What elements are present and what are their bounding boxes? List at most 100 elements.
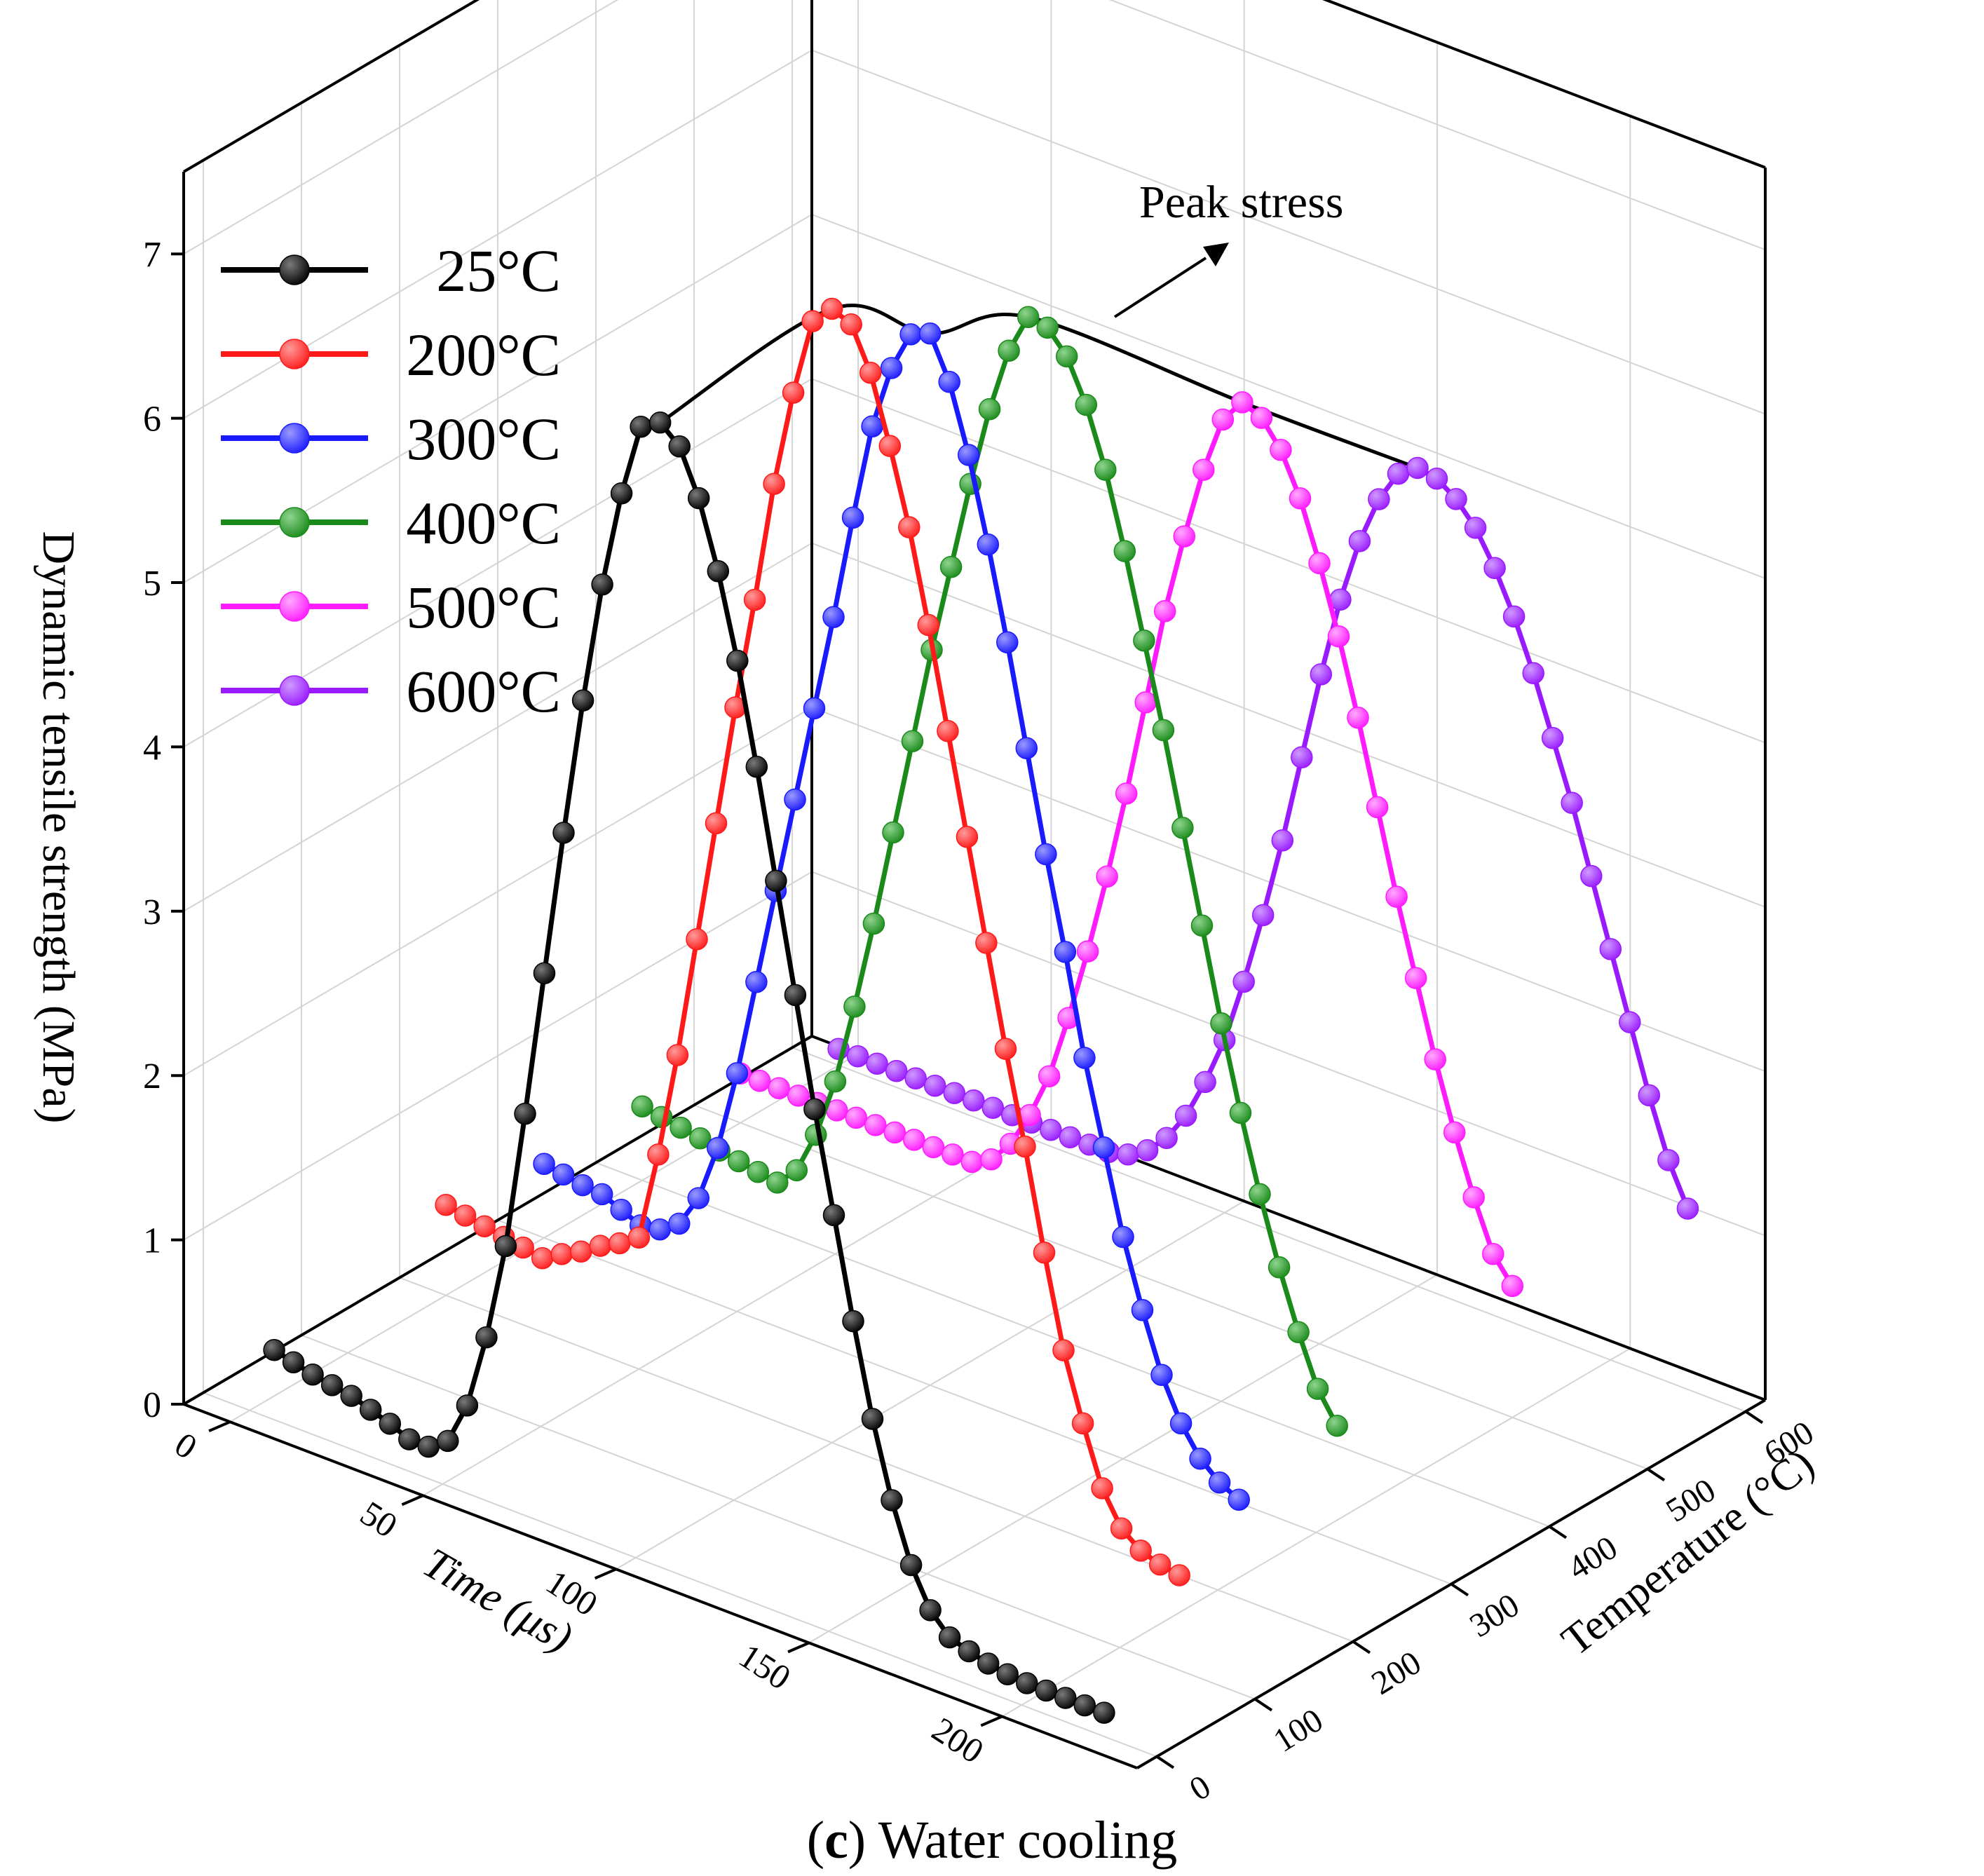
data-point xyxy=(552,1163,575,1186)
data-point xyxy=(822,606,845,628)
data-point xyxy=(1251,904,1275,927)
data-point xyxy=(514,1103,536,1125)
data-point xyxy=(1657,1149,1680,1171)
data-point xyxy=(922,1136,945,1159)
data-point xyxy=(1150,1364,1173,1387)
data-point xyxy=(705,812,728,835)
data-point xyxy=(978,397,1001,421)
data-point xyxy=(998,339,1020,362)
data-point xyxy=(862,912,885,935)
data-point xyxy=(1522,662,1544,684)
data-point xyxy=(845,1106,868,1129)
data-point xyxy=(1268,1256,1291,1279)
back-wall-grid-strength xyxy=(811,871,1766,1237)
data-point xyxy=(531,1247,554,1270)
z-axis-label: Dynamic tensile strength (MPa) xyxy=(33,531,84,1124)
data-point xyxy=(1040,1118,1062,1141)
data-point xyxy=(801,310,824,332)
legend-marker xyxy=(279,675,310,706)
legend-marker xyxy=(279,423,310,454)
data-point xyxy=(1193,458,1215,481)
data-point xyxy=(1131,1298,1154,1321)
data-point xyxy=(1073,1047,1096,1069)
x-tick xyxy=(594,1568,617,1580)
left-wall-grid-strength xyxy=(183,871,813,1241)
peak-stress-label: Peak stress xyxy=(1139,177,1343,228)
x-tick-label: 0 xyxy=(168,1425,204,1467)
data-point xyxy=(1210,1012,1232,1035)
data-point xyxy=(301,1363,324,1386)
data-point xyxy=(320,1374,344,1396)
data-point xyxy=(437,1429,459,1453)
data-point xyxy=(571,1174,594,1197)
data-point xyxy=(1174,1104,1197,1127)
y-tick xyxy=(1646,1467,1666,1482)
data-point xyxy=(861,1408,884,1430)
legend-item-500: 500°C xyxy=(221,573,561,641)
left-wall-grid-strength xyxy=(183,542,813,912)
floor-grid-temperature xyxy=(399,1277,1354,1643)
data-point xyxy=(1231,391,1253,414)
data-point xyxy=(1211,408,1235,431)
data-point xyxy=(785,1159,808,1182)
data-point xyxy=(1387,462,1410,485)
data-point xyxy=(1580,864,1603,888)
y-tick-label: 100 xyxy=(1267,1701,1329,1760)
legend-marker xyxy=(279,339,310,369)
data-point xyxy=(610,1198,632,1221)
data-point xyxy=(901,730,924,752)
data-point xyxy=(1189,1447,1211,1470)
data-point xyxy=(647,1143,670,1166)
data-point xyxy=(1073,1694,1096,1717)
data-point xyxy=(1208,1471,1231,1494)
data-point xyxy=(1482,1242,1504,1265)
data-point xyxy=(456,1394,479,1417)
series-600 xyxy=(827,456,1699,1220)
z-tick-label: 2 xyxy=(143,1056,161,1096)
data-point xyxy=(861,415,883,437)
data-point xyxy=(1148,1554,1171,1576)
z-tick-label: 0 xyxy=(143,1385,161,1425)
data-point xyxy=(263,1338,285,1361)
data-point xyxy=(1017,306,1040,328)
data-point xyxy=(743,588,766,611)
floor-grid-temperature xyxy=(693,1104,1648,1470)
data-point xyxy=(1014,1135,1036,1158)
data-point xyxy=(937,719,959,742)
data-point xyxy=(533,1153,555,1175)
frame-edge xyxy=(182,1035,813,1406)
data-point xyxy=(1091,1477,1113,1500)
data-point xyxy=(996,631,1019,653)
data-point xyxy=(859,362,882,384)
series-200 xyxy=(435,297,1190,1586)
data-point xyxy=(768,1077,790,1100)
data-point xyxy=(1385,885,1408,908)
data-point xyxy=(668,1212,691,1235)
data-point xyxy=(784,788,806,811)
data-point xyxy=(1306,1378,1329,1400)
data-point xyxy=(803,1098,826,1121)
legend-label: 200°C xyxy=(406,321,561,388)
back-wall-grid-strength xyxy=(811,542,1766,908)
data-point xyxy=(550,1243,573,1265)
data-point xyxy=(1173,525,1196,548)
y-tick-label: 200 xyxy=(1365,1644,1427,1702)
data-point xyxy=(1096,865,1118,888)
series-line xyxy=(543,331,1241,1502)
data-point xyxy=(1038,1065,1061,1088)
data-point xyxy=(1308,552,1331,575)
legend-label: 300°C xyxy=(406,405,561,473)
data-point xyxy=(359,1399,382,1421)
data-point xyxy=(473,1215,496,1237)
data-point xyxy=(570,1240,592,1263)
data-point xyxy=(1638,1084,1661,1107)
x-tick-label: 150 xyxy=(733,1636,798,1697)
data-point xyxy=(1112,1225,1134,1249)
frame-edge xyxy=(182,0,480,173)
data-point xyxy=(1229,1101,1252,1124)
data-point xyxy=(475,1326,498,1349)
data-point xyxy=(648,1218,672,1241)
data-point xyxy=(552,822,575,844)
data-point xyxy=(1171,817,1194,839)
series-line xyxy=(641,314,1340,1427)
